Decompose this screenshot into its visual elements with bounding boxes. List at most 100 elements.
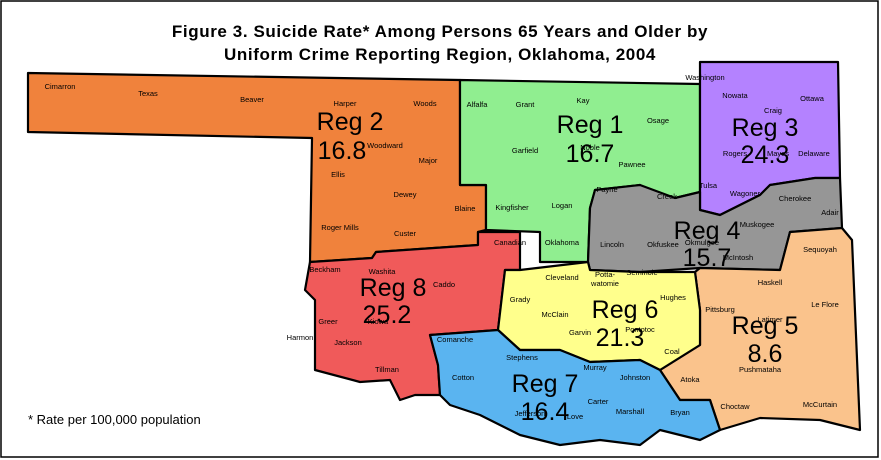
region-rate: 25.2 <box>363 301 412 329</box>
county-label: Stephens <box>506 353 538 362</box>
county-label: Okmulgee <box>685 238 719 247</box>
county-label: Wagoner <box>730 189 761 198</box>
region-rate: 15.7 <box>683 244 732 272</box>
county-label: watomie <box>590 279 619 288</box>
county-label: Cleveland <box>545 273 578 282</box>
county-label: McCurtain <box>803 400 837 409</box>
county-label: Hughes <box>660 293 686 302</box>
region-7 <box>428 328 722 447</box>
county-label: Greer <box>318 317 338 326</box>
county-label: Woods <box>413 99 436 108</box>
county-label: Haskell <box>758 278 783 287</box>
county-label: Pontotoc <box>625 325 655 334</box>
county-label: Pawnee <box>618 160 645 169</box>
county-label: Ellis <box>331 170 345 179</box>
title-line: Figure 3. Suicide Rate* Among Persons 65… <box>172 22 708 41</box>
county-label: Kiowa <box>368 317 389 326</box>
county-label: Pittsburg <box>705 305 735 314</box>
county-label: Mayes <box>767 149 789 158</box>
county-label: Carter <box>588 397 609 406</box>
county-label: Coal <box>664 347 680 356</box>
region-name: Reg 4 <box>674 217 741 245</box>
county-label: Dewey <box>394 190 417 199</box>
county-label: Osage <box>647 116 669 125</box>
county-label: Major <box>419 156 438 165</box>
county-label: Okfuskee <box>647 240 679 249</box>
county-label: Beckham <box>309 265 340 274</box>
county-label: Canadian <box>494 238 526 247</box>
county-label: Sequoyah <box>803 245 837 254</box>
county-label: Harper <box>334 99 357 108</box>
region-name: Reg 6 <box>592 296 659 324</box>
county-label: Creek <box>657 192 677 201</box>
county-label: Washington <box>685 73 724 82</box>
county-label: McClain <box>541 310 568 319</box>
region-rate: 16.4 <box>521 398 570 426</box>
county-label: Bryan <box>670 408 690 417</box>
title-line: Uniform Crime Reporting Region, Oklahoma… <box>224 45 656 64</box>
region-rate: 8.6 <box>748 340 783 368</box>
county-label: Lincoln <box>600 240 624 249</box>
county-label: Beaver <box>240 95 264 104</box>
county-label: Harmon <box>287 333 314 342</box>
county-label: Caddo <box>433 280 455 289</box>
county-label: Muskogee <box>740 220 775 229</box>
county-label: Potta- <box>595 270 616 279</box>
county-label: Custer <box>394 229 417 238</box>
county-label: Garfield <box>512 146 538 155</box>
county-label: Atoka <box>680 375 700 384</box>
county-label: Grant <box>516 100 536 109</box>
county-label: Cherokee <box>779 194 812 203</box>
county-label: McIntosh <box>723 253 753 262</box>
county-label: Delaware <box>798 149 830 158</box>
county-label: Marshall <box>616 407 645 416</box>
region-rate: 24.3 <box>741 141 790 169</box>
county-label: Seminole <box>626 268 657 277</box>
county-label: Noble <box>580 143 600 152</box>
county-label: Kingfisher <box>495 203 529 212</box>
region-rate: 16.7 <box>566 140 615 168</box>
county-label: Ottawa <box>800 94 825 103</box>
county-label: Jefferson <box>515 409 546 418</box>
region-rate: 16.8 <box>318 137 367 165</box>
regions <box>26 60 862 447</box>
county-label: Craig <box>764 106 782 115</box>
county-labels: Alfalfa Grant Kay Osage Noble Garfield P… <box>45 73 840 421</box>
region-name: Reg 8 <box>360 274 427 302</box>
region-labels: Reg 1 16.7 Reg 2 16.8 Reg 3 24.3 Reg 4 1… <box>317 108 799 426</box>
county-label: Roger Mills <box>321 223 359 232</box>
county-label: Tulsa <box>699 181 718 190</box>
county-label: Woodward <box>367 141 403 150</box>
region-name: Reg 7 <box>512 370 579 398</box>
county-label: Le Flore <box>811 300 839 309</box>
region-name: Reg 3 <box>732 114 799 142</box>
county-label: Comanche <box>437 335 473 344</box>
county-label: Logan <box>552 201 573 210</box>
county-label: Cotton <box>452 373 474 382</box>
county-label: Texas <box>138 89 158 98</box>
region-name: Reg 2 <box>317 108 384 136</box>
county-label: Nowata <box>722 91 748 100</box>
county-label: Adair <box>821 208 839 217</box>
county-label: Pushmataha <box>739 365 782 374</box>
county-label: Choctaw <box>720 402 750 411</box>
county-label: Kay <box>577 96 590 105</box>
county-label: Grady <box>510 295 531 304</box>
county-label: Blaine <box>455 204 476 213</box>
county-label: Oklahoma <box>545 238 580 247</box>
county-label: Love <box>567 412 583 421</box>
county-label: Payne <box>596 185 617 194</box>
footnote: * Rate per 100,000 population <box>28 412 201 427</box>
county-label: Johnston <box>620 373 650 382</box>
county-label: Washita <box>369 267 397 276</box>
region-rate: 21.3 <box>596 324 645 352</box>
county-label: Alfalfa <box>467 100 489 109</box>
county-label: Jackson <box>334 338 362 347</box>
county-label: Latimer <box>757 315 783 324</box>
county-label: Cimarron <box>45 82 76 91</box>
region-name: Reg 1 <box>557 111 624 139</box>
county-label: Murray <box>583 363 607 372</box>
region-name: Reg 5 <box>732 312 799 340</box>
county-label: Tillman <box>375 365 399 374</box>
